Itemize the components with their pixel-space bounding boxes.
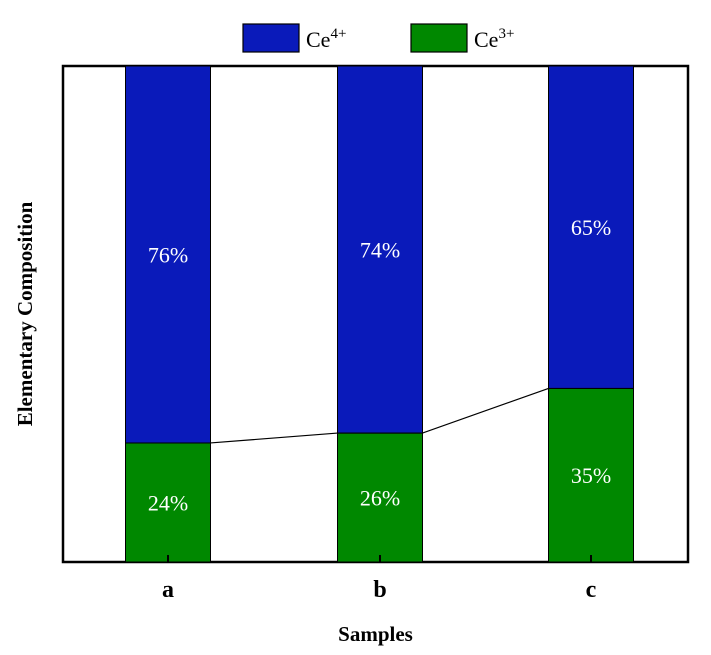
data-label-ce4-a: 76% bbox=[148, 242, 188, 267]
data-label-ce3-b: 26% bbox=[360, 486, 400, 511]
x-tick-label-b: b bbox=[373, 577, 386, 603]
legend-swatch-ce4 bbox=[242, 23, 300, 53]
bars: 24% 76% 26% 74% 35% 65% bbox=[125, 65, 634, 563]
data-label-ce4-c: 65% bbox=[571, 215, 611, 240]
x-tick-label-a: a bbox=[162, 577, 174, 603]
x-axis-title: Samples bbox=[338, 622, 413, 646]
x-ticks: a b c bbox=[162, 555, 597, 603]
data-label-ce4-b: 74% bbox=[360, 238, 400, 263]
bar-segment-ce4-c bbox=[548, 65, 634, 389]
legend-swatch-ce3 bbox=[410, 23, 468, 53]
legend-label-ce3: Ce3+ bbox=[474, 26, 514, 52]
legend-label-ce4: Ce4+ bbox=[306, 26, 346, 52]
data-label-ce3-a: 24% bbox=[148, 490, 188, 515]
y-axis-title: Elementary Composition bbox=[13, 201, 37, 426]
bar-segment-ce4-a bbox=[125, 65, 211, 444]
connector-line bbox=[210, 387, 549, 444]
legend: Ce4+ Ce3+ bbox=[242, 23, 514, 53]
x-tick-label-c: c bbox=[586, 577, 597, 603]
bar-segment-ce4-b bbox=[337, 65, 423, 434]
data-label-ce3-c: 35% bbox=[571, 463, 611, 488]
